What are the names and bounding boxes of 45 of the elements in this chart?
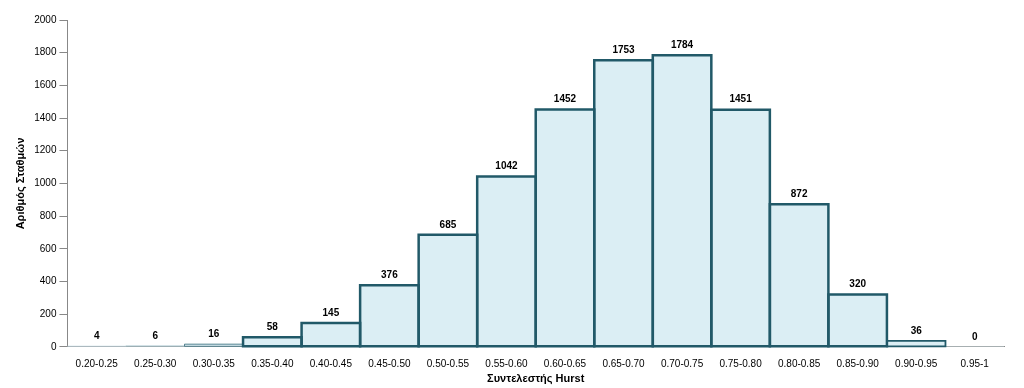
y-tick-label: 600 xyxy=(39,242,57,254)
x-tick-label: 0.70-0.75 xyxy=(660,357,704,369)
data-label: 145 xyxy=(322,306,340,318)
x-tick-label: 0.90-0.95 xyxy=(895,357,938,369)
data-label: 36 xyxy=(910,324,923,336)
y-tick-label: 800 xyxy=(39,209,57,221)
y-tick-label: 400 xyxy=(39,275,57,287)
y-tick-label: 1000 xyxy=(34,177,57,189)
data-label: 1753 xyxy=(612,44,636,56)
x-tick-label: 0.45-0.50 xyxy=(368,357,411,369)
x-tick-label: 0.20-0.25 xyxy=(75,357,119,369)
data-label: 685 xyxy=(439,218,457,230)
data-label: 1784 xyxy=(670,39,694,51)
data-label: 58 xyxy=(266,321,279,333)
data-label: 1042 xyxy=(495,160,519,172)
data-label: 1452 xyxy=(553,93,577,105)
y-tick-label: 200 xyxy=(39,307,57,319)
data-label: 872 xyxy=(790,188,808,200)
data-label: 16 xyxy=(208,327,220,339)
x-tick-label: 0.75-0.80 xyxy=(719,357,763,369)
y-tick-label: 1800 xyxy=(34,46,57,58)
x-tick-label: 0.65-0.70 xyxy=(602,357,646,369)
y-axis-title: Αριθμός Σταθμών xyxy=(13,137,27,230)
x-tick-label: 0.55-0.60 xyxy=(485,357,529,369)
x-tick-label: 0.85-0.90 xyxy=(836,357,880,369)
y-tick-label: 1200 xyxy=(34,144,57,156)
data-label: 4 xyxy=(93,329,100,341)
y-tick-label: 1400 xyxy=(34,111,57,123)
x-axis-title: Συντελεστής Hurst xyxy=(487,372,585,386)
data-label: 6 xyxy=(152,329,159,341)
x-tick-label: 0.95-1 xyxy=(960,357,990,369)
data-label: 376 xyxy=(381,269,399,281)
x-tick-label: 0.80-0.85 xyxy=(778,357,821,369)
x-tick-label: 0.40-0.45 xyxy=(309,357,353,369)
x-tick-label: 0.50-0.55 xyxy=(426,357,470,369)
data-label: 1451 xyxy=(729,93,753,105)
x-tick-label: 0.60-0.65 xyxy=(543,357,587,369)
y-tick-label: 2000 xyxy=(34,13,57,25)
y-tick-label: 0 xyxy=(50,340,57,352)
x-tick-label: 0.35-0.40 xyxy=(251,357,294,369)
x-tick-label: 0.30-0.35 xyxy=(192,357,236,369)
data-label: 320 xyxy=(849,278,867,290)
x-tick-label: 0.25-0.30 xyxy=(134,357,177,369)
y-tick-label: 1600 xyxy=(34,79,57,91)
data-label: 0 xyxy=(971,330,978,342)
